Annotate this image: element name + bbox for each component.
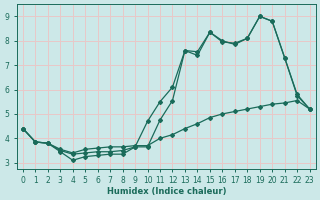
X-axis label: Humidex (Indice chaleur): Humidex (Indice chaleur) (107, 187, 226, 196)
